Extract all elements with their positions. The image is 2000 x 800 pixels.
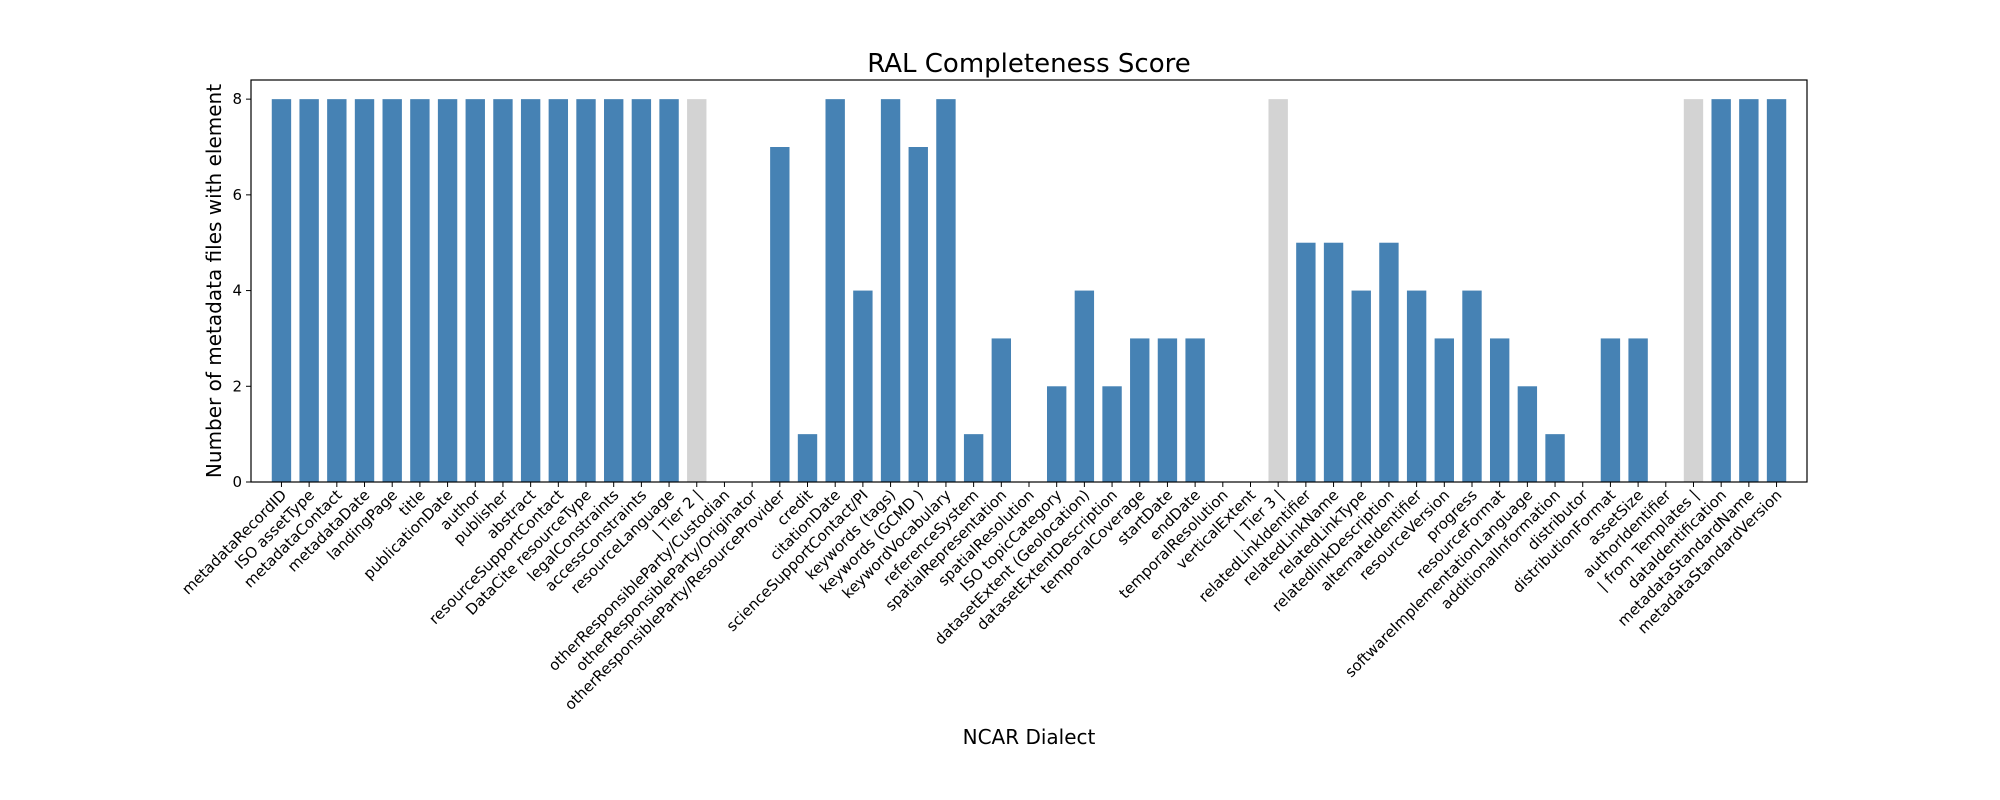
y-tick-label: 0 [232,473,242,491]
bar-author [465,99,485,483]
bar-resourcelanguage [659,99,679,483]
y-tick-label: 8 [232,90,242,108]
bar-startdate [1157,338,1178,482]
bar-iso-topiccategory [1046,386,1067,482]
bar-from-templates [1683,99,1704,483]
bar-enddate [1185,338,1205,482]
y-tick-label: 4 [232,282,242,300]
bar-datasetextent-geolocation [1074,290,1095,482]
bar-relatedlinktype [1351,290,1371,482]
bar-publicationdate [437,99,458,483]
bar-softwareimplementationlanguage [1517,386,1538,482]
bar-tier-2 [687,99,707,483]
bar-relatedlinkdescription [1379,242,1399,482]
bar-resourceformat [1489,338,1510,482]
bar-referencesystem [963,434,984,482]
bar-metadatadate [354,99,375,483]
bars-layer [271,99,1787,483]
bar-tier-3 [1268,99,1288,483]
bar-assetsize [1628,338,1648,482]
bar-relatedlinkidentifier [1296,242,1316,482]
bar-resourceversion [1434,338,1454,482]
bar-credit [797,434,818,482]
bar-abstract [520,99,541,483]
bar-resourcesupportcontact [548,99,569,483]
bar-metadatastandardversion [1766,99,1787,483]
bar-title [410,99,430,483]
bar-distributionformat [1600,338,1621,482]
bar-accessconstraints [631,99,652,483]
bar-sciencesupportcontact-pi [853,290,873,482]
bar-datasetextentdescription [1102,386,1122,482]
bar-citationdate [825,99,845,483]
x-axis-label: NCAR Dialect [963,725,1096,749]
bar-metadatacontact [327,99,347,483]
chart-title: RAL Completeness Score [867,49,1191,79]
y-axis-label: Number of metadata files with element [202,84,226,478]
y-tick-label: 6 [232,186,242,204]
bar-dataidentification [1711,99,1731,483]
bar-progress [1462,290,1482,482]
bar-legalconstraints [604,99,624,483]
bar-landingpage [382,99,402,483]
bar-metadatastandardname [1739,99,1759,483]
bar-metadatarecordid [271,99,292,483]
bar-temporalcoverage [1130,338,1150,482]
bar-additionalinformation [1545,434,1565,482]
bar-relatedlinkname [1323,242,1344,482]
bar-datacite-resourcetype [576,99,596,483]
bar-otherresponsibleparty-resourceprovider [770,147,790,482]
bar-keywordvocabulary [936,99,956,483]
y-tick-label: 2 [232,377,242,395]
bar-keywords-gcmd [908,147,928,482]
bar-iso-assettype [299,99,319,483]
bar-keywords-tags [880,99,901,483]
bar-alternateidentifier [1406,290,1427,482]
bar-publisher [493,99,513,483]
y-axis: 0 2 4 6 8 [232,90,251,491]
bar-spatialrepresentation [991,338,1012,482]
